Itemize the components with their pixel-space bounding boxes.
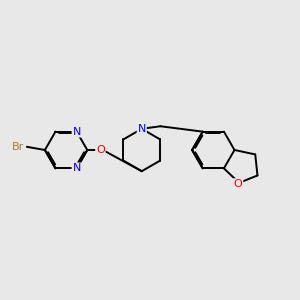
Text: O: O bbox=[234, 179, 242, 189]
Text: O: O bbox=[96, 145, 105, 155]
Text: N: N bbox=[138, 124, 146, 134]
Text: Br: Br bbox=[12, 142, 25, 152]
Text: N: N bbox=[73, 127, 81, 136]
Text: N: N bbox=[73, 164, 81, 173]
